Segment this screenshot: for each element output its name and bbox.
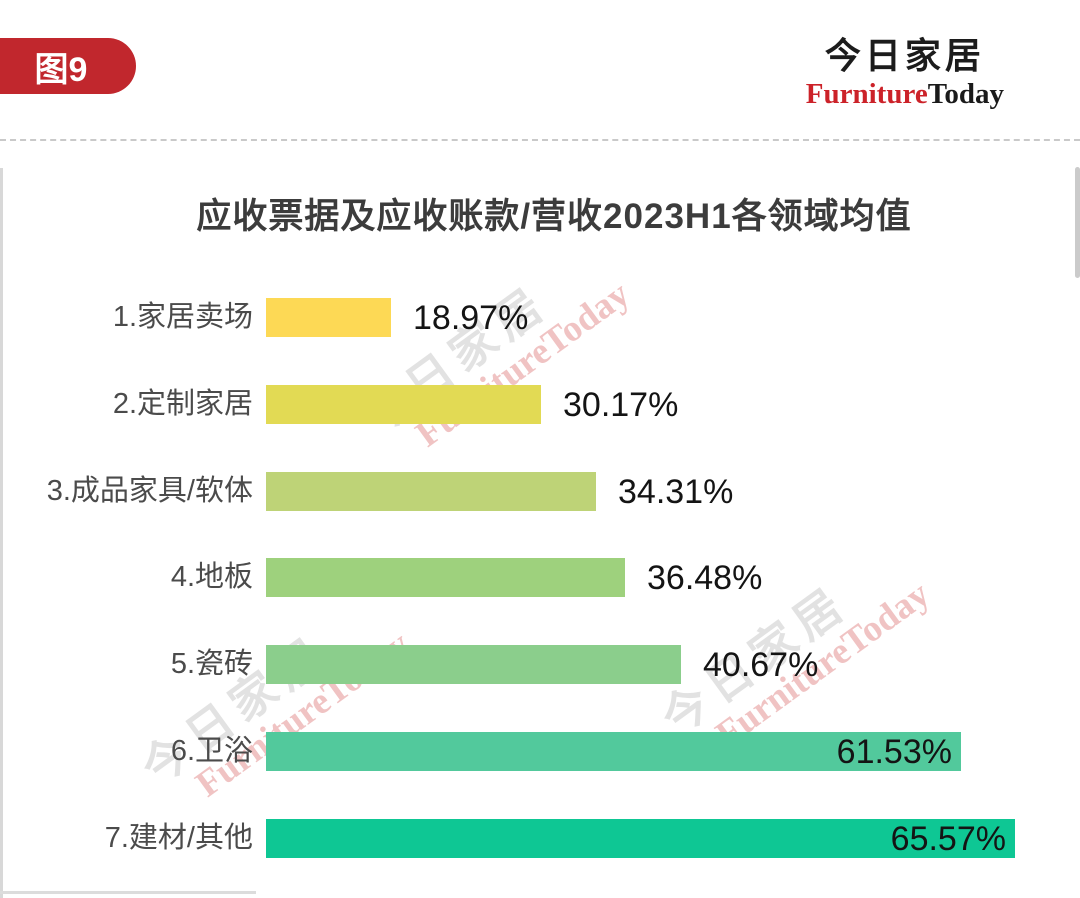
- panel-bottom-border: [0, 891, 256, 894]
- bar: [266, 645, 681, 684]
- bar-value-label: 65.57%: [890, 819, 1006, 858]
- watermark: 今日家居 FurnitureToday: [352, 236, 637, 473]
- chart-row: 4.地板 36.48%: [0, 558, 1015, 597]
- logo-chinese-text: 今日家居: [824, 35, 985, 76]
- bar-category-label: 7.建材/其他: [104, 822, 253, 854]
- chart-row: 5.瓷砖 40.67%: [0, 645, 1015, 684]
- watermark: 今日家居 FurnitureToday: [132, 586, 417, 823]
- bar-track: 36.48%: [266, 558, 1015, 597]
- bar-value-label: 18.97%: [413, 298, 529, 337]
- bar: 61.53%: [266, 732, 961, 771]
- bar: 65.57%: [266, 819, 1015, 858]
- bar-track: 18.97%: [266, 298, 1015, 337]
- chart-row: 2.定制家居 30.17%: [0, 385, 1015, 424]
- chart-row: 7.建材/其他 65.57%: [0, 819, 1015, 858]
- bar-category-label: 4.地板: [170, 561, 253, 593]
- bar-value-label: 36.48%: [647, 558, 763, 597]
- panel-left-border: [0, 168, 3, 898]
- bar-category-label: 2.定制家居: [112, 388, 253, 420]
- bar-track: 61.53%: [266, 732, 1015, 771]
- bar-value-label: 34.31%: [618, 472, 734, 511]
- dashed-divider: [0, 139, 1080, 141]
- bar: [266, 298, 391, 337]
- logo-english-text: FurnitureToday: [806, 80, 1004, 109]
- bar-track: 34.31%: [266, 472, 1015, 511]
- bar-value-label: 40.67%: [703, 645, 819, 684]
- figure-badge: 图9: [0, 38, 136, 94]
- chart-row: 1.家居卖场 18.97%: [0, 298, 1015, 337]
- bar: [266, 385, 541, 424]
- logo-english-black: Today: [927, 78, 1004, 110]
- bar-category-label: 3.成品家具/软体: [46, 475, 253, 507]
- bar-track: 30.17%: [266, 385, 1015, 424]
- bar-track: 40.67%: [266, 645, 1015, 684]
- logo-english-red: Furniture: [805, 78, 928, 110]
- bar-category-label: 1.家居卖场: [112, 301, 253, 333]
- bar: [266, 558, 625, 597]
- bar: [266, 472, 596, 511]
- chart-row: 3.成品家具/软体 34.31%: [0, 472, 1015, 511]
- bar-track: 65.57%: [266, 819, 1015, 858]
- bar-category-label: 6.卫浴: [170, 735, 253, 767]
- scrollbar-thumb[interactable]: [1075, 167, 1080, 278]
- figure-badge-label: 图9: [34, 50, 88, 89]
- chart-title: 应收票据及应收账款/营收2023H1各领域均值: [196, 197, 912, 236]
- bar-value-label: 61.53%: [836, 732, 952, 771]
- chart-row: 6.卫浴 61.53%: [0, 732, 1015, 771]
- bar-category-label: 5.瓷砖: [170, 648, 253, 680]
- bar-value-label: 30.17%: [563, 385, 679, 424]
- furniture-today-logo: 今日家居 FurnitureToday: [806, 38, 1004, 109]
